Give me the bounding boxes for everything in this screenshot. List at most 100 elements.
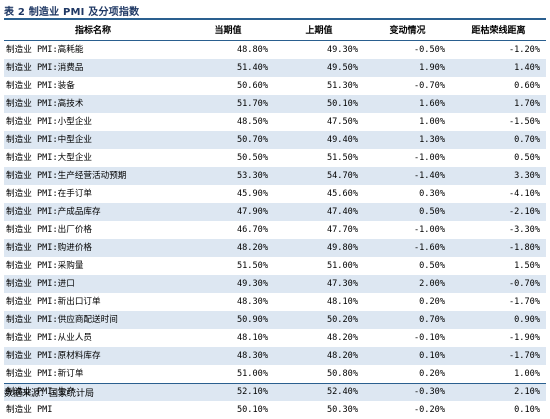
cell-indicator-name: 制造业 PMI:从业人员	[4, 329, 182, 347]
cell-indicator-name: 制造业 PMI:进口	[4, 275, 182, 293]
cell-indicator-name: 制造业 PMI:大型企业	[4, 149, 182, 167]
cell-distance: -1.80%	[451, 239, 546, 257]
cell-previous: 50.80%	[274, 365, 364, 383]
cell-distance: 1.40%	[451, 59, 546, 77]
cell-current: 51.70%	[182, 95, 274, 113]
top-rule	[4, 18, 546, 20]
data-source-note: 数据来源：国家统计局	[4, 386, 94, 399]
cell-current: 48.50%	[182, 113, 274, 131]
cell-distance: -1.70%	[451, 347, 546, 365]
cell-distance: -1.70%	[451, 293, 546, 311]
header-indicator-name: 指标名称	[4, 21, 182, 41]
cell-previous: 48.20%	[274, 329, 364, 347]
cell-distance: -0.70%	[451, 275, 546, 293]
cell-current: 51.00%	[182, 365, 274, 383]
cell-current: 50.50%	[182, 149, 274, 167]
cell-current: 51.40%	[182, 59, 274, 77]
cell-distance: 0.60%	[451, 77, 546, 95]
header-change: 变动情况	[364, 21, 451, 41]
cell-distance: 0.10%	[451, 401, 546, 419]
cell-previous: 45.60%	[274, 185, 364, 203]
cell-change: -0.20%	[364, 401, 451, 419]
cell-distance: 0.50%	[451, 149, 546, 167]
cell-change: 0.20%	[364, 365, 451, 383]
cell-change: 1.30%	[364, 131, 451, 149]
cell-previous: 52.40%	[274, 383, 364, 401]
cell-change: -0.50%	[364, 41, 451, 60]
cell-change: 0.50%	[364, 257, 451, 275]
cell-previous: 51.50%	[274, 149, 364, 167]
cell-indicator-name: 制造业 PMI:生产经营活动预期	[4, 167, 182, 185]
cell-previous: 51.00%	[274, 257, 364, 275]
cell-distance: -4.10%	[451, 185, 546, 203]
cell-change: 1.00%	[364, 113, 451, 131]
cell-current: 48.30%	[182, 347, 274, 365]
cell-distance: 1.70%	[451, 95, 546, 113]
cell-previous: 51.30%	[274, 77, 364, 95]
cell-change: 0.10%	[364, 347, 451, 365]
cell-previous: 49.40%	[274, 131, 364, 149]
cell-change: -0.70%	[364, 77, 451, 95]
cell-distance: -1.20%	[451, 41, 546, 60]
cell-current: 45.90%	[182, 185, 274, 203]
cell-indicator-name: 制造业 PMI:供应商配送时间	[4, 311, 182, 329]
cell-change: -0.30%	[364, 383, 451, 401]
cell-distance: 1.50%	[451, 257, 546, 275]
cell-change: -1.40%	[364, 167, 451, 185]
report-table-page: 表 2 制造业 PMI 及分项指数 指标名称 当期值 上期值 变动情况 距枯荣线…	[0, 0, 550, 405]
cell-previous: 49.50%	[274, 59, 364, 77]
cell-distance: 2.10%	[451, 383, 546, 401]
cell-indicator-name: 制造业 PMI:消费品	[4, 59, 182, 77]
cell-change: -1.00%	[364, 149, 451, 167]
cell-change: 0.50%	[364, 203, 451, 221]
cell-indicator-name: 制造业 PMI	[4, 401, 182, 419]
cell-distance: 0.90%	[451, 311, 546, 329]
cell-indicator-name: 制造业 PMI:原材料库存	[4, 347, 182, 365]
cell-previous: 47.70%	[274, 221, 364, 239]
cell-previous: 47.30%	[274, 275, 364, 293]
cell-indicator-name: 制造业 PMI:采购量	[4, 257, 182, 275]
cell-indicator-name: 制造业 PMI:高技术	[4, 95, 182, 113]
cell-current: 48.20%	[182, 239, 274, 257]
cell-current: 51.50%	[182, 257, 274, 275]
cell-previous: 48.10%	[274, 293, 364, 311]
cell-previous: 50.20%	[274, 311, 364, 329]
cell-previous: 47.40%	[274, 203, 364, 221]
cell-previous: 50.10%	[274, 95, 364, 113]
cell-distance: 1.00%	[451, 365, 546, 383]
cell-indicator-name: 制造业 PMI:新订单	[4, 365, 182, 383]
cell-indicator-name: 制造业 PMI:产成品库存	[4, 203, 182, 221]
cell-distance: 0.70%	[451, 131, 546, 149]
cell-distance: -1.50%	[451, 113, 546, 131]
cell-current: 48.80%	[182, 41, 274, 60]
header-row: 指标名称 当期值 上期值 变动情况 距枯荣线距离	[4, 21, 546, 41]
cell-previous: 49.30%	[274, 41, 364, 60]
cell-current: 46.70%	[182, 221, 274, 239]
cell-previous: 47.50%	[274, 113, 364, 131]
cell-indicator-name: 制造业 PMI:装备	[4, 77, 182, 95]
cell-change: -0.10%	[364, 329, 451, 347]
cell-change: 0.70%	[364, 311, 451, 329]
bottom-rule	[4, 383, 546, 384]
cell-previous: 50.30%	[274, 401, 364, 419]
cell-current: 50.90%	[182, 311, 274, 329]
